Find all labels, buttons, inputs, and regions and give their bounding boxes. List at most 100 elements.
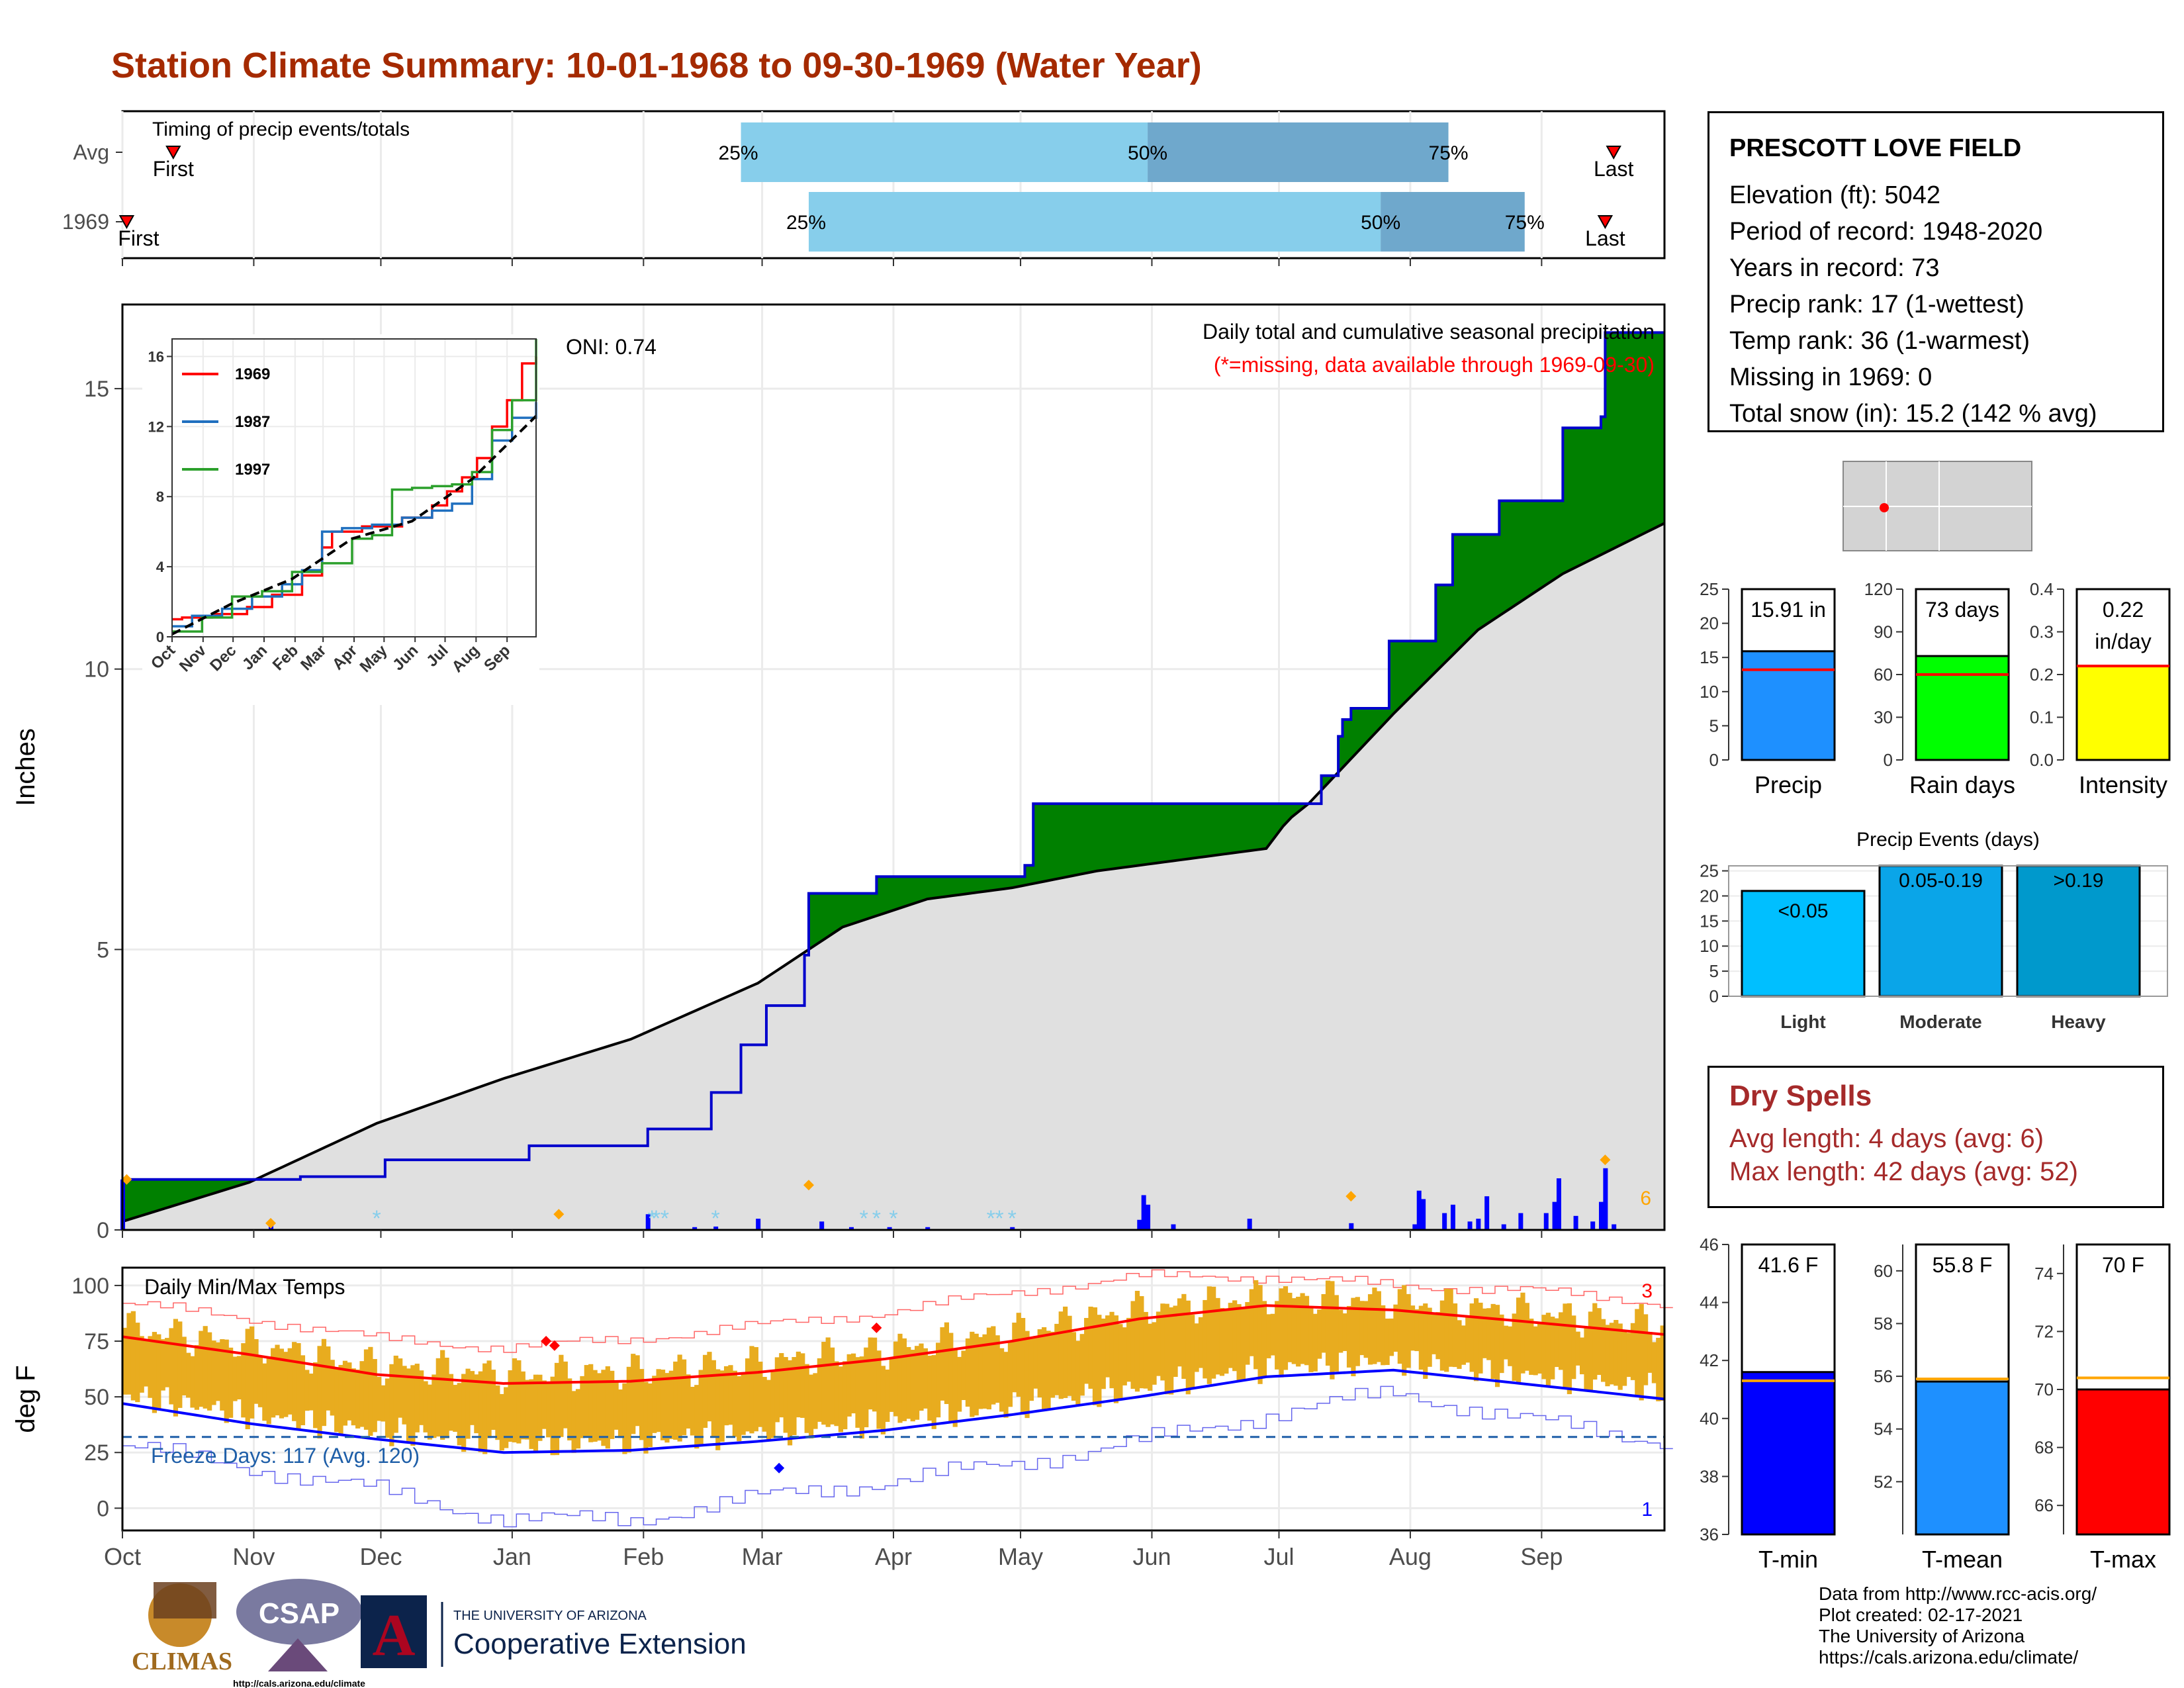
mini-y-tick-label: 30 [1874,708,1893,727]
precip-event-bar-label: >0.19 [2054,870,2104,892]
precip-departure-fill [220,1179,225,1192]
precip-departure-fill [919,876,924,902]
daily-temp-range-bar [516,1360,522,1444]
station-location-dot [1880,503,1889,512]
normal-precip-area [122,523,1664,1231]
daily-temp-range-bar [614,1382,619,1430]
precip-departure-fill [880,876,886,915]
daily-temp-range-bar [152,1332,158,1413]
temp-panel-title: Daily Min/Max Temps [144,1275,345,1299]
precip-departure-fill [1533,500,1538,594]
daily-temp-range-bar [440,1350,445,1440]
precip-departure-fill [1033,804,1038,884]
precip-departure-fill [1410,641,1415,698]
daily-precip-bar [1010,1227,1015,1230]
events-y-tick-label: 15 [1700,911,1719,931]
precip-departure-fill [1537,500,1542,591]
daily-temp-range-bar [622,1383,627,1454]
daily-temp-range-bar [444,1357,449,1438]
daily-temp-range-bar [948,1333,954,1423]
daily-temp-range-bar [1558,1312,1564,1370]
precip-departure-fill [1079,804,1085,874]
mini-y-tick-label: 15 [1700,647,1719,667]
inset-y-tick-label: 16 [148,348,164,365]
daily-precip-bar [1573,1215,1578,1230]
daily-temp-range-bar [1283,1286,1289,1370]
daily-temp-range-bar [821,1342,827,1425]
daily-temp-range-bar [1490,1303,1496,1379]
daily-temp-range-bar [169,1328,174,1405]
daily-temp-range-bar [825,1337,831,1427]
daily-temp-range-bar [1067,1315,1072,1396]
precip-departure-fill [1143,804,1148,865]
daily-temp-range-bar [1130,1301,1136,1389]
daily-temp-range-bar [1512,1313,1517,1382]
daily-precip-bar [925,1227,931,1230]
daily-temp-range-bar [359,1361,365,1427]
precip-departure-fill [228,1179,234,1189]
daily-temp-range-bar [1545,1313,1551,1386]
daily-temp-range-bar [1097,1315,1102,1407]
daily-temp-range-bar [482,1363,488,1454]
precip-departure-fill [915,876,920,904]
mini-y-tick-label: 42 [1700,1350,1719,1370]
daily-temp-range-bar [758,1362,763,1427]
precip-departure-fill [186,1179,191,1202]
precip-departure-fill [1105,804,1111,870]
precip-departure-fill [1003,876,1009,889]
daily-temp-range-bar [796,1351,801,1418]
precip-departure-fill [1092,804,1097,872]
daily-temp-range-bar [215,1342,221,1401]
precip-event-bar [1741,890,1866,998]
daily-temp-range-bar [355,1370,361,1429]
precip-departure-fill [1588,428,1593,561]
daily-precip-bar [1146,1204,1151,1230]
precip-departure-fill [821,893,827,941]
daily-temp-range-bar [999,1348,1005,1412]
precip-departure-fill [1639,332,1644,536]
daily-temp-range-bar [813,1373,818,1429]
precip-departure-fill [1563,428,1568,574]
mini-y-tick-label: 40 [1700,1409,1719,1429]
daily-temp-range-bar [203,1326,208,1409]
mini-bar-value-label: 41.6 F [1758,1253,1819,1277]
daily-temp-range-bar [1563,1303,1568,1388]
daily-temp-range-bar [711,1360,716,1437]
precip-event-category: Light [1780,1011,1825,1032]
precip-departure-fill [834,893,839,933]
timing-p75: 75% [1505,212,1545,234]
precip-departure-fill [1457,534,1462,651]
precip-departure-fill [842,893,848,927]
precip-departure-fill [1439,585,1445,668]
timing-row-label: Avg [73,140,109,164]
station-precip-rank: Precip rank: 17 (1-wettest) [1729,291,2025,318]
precip-departure-fill [1448,585,1453,659]
daily-temp-range-bar [1257,1285,1263,1384]
daily-temp-range-bar [1567,1303,1572,1395]
precip-departure-fill [1169,804,1174,862]
mini-y-tick-label: 0.0 [2030,750,2054,770]
daily-temp-range-bar [1630,1323,1635,1380]
precip-departure-fill [1363,708,1369,745]
daily-temp-range-bar [275,1344,280,1416]
daily-precip-bar [1552,1201,1557,1230]
precip-departure-fill [1024,865,1030,886]
precip-departure-fill [850,893,856,925]
precip-departure-fill [1257,804,1263,850]
ua-logo-letter: A [373,1603,416,1668]
snow-marker: * [987,1206,995,1231]
precip-departure-fill [1177,804,1182,861]
daily-precip-bar [756,1219,761,1230]
daily-temp-range-bar [1639,1303,1644,1401]
daily-temp-range-bar [1635,1309,1640,1396]
precip-departure-fill [199,1179,204,1198]
precip-departure-fill [1524,500,1529,599]
precip-departure-fill [1012,876,1017,888]
daily-temp-range-bar [1169,1307,1174,1395]
precip-departure-fill [1545,500,1551,585]
record-low-count: 1 [1641,1499,1653,1521]
daily-temp-range-bar [707,1352,712,1422]
precip-departure-fill [1541,500,1547,588]
daily-temp-range-bar [1554,1318,1559,1368]
